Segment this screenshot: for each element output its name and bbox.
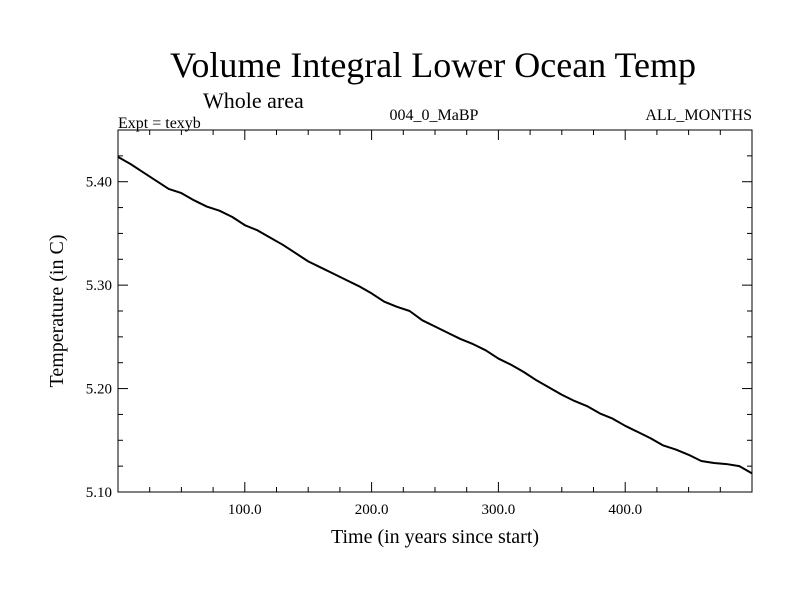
plot-frame bbox=[117, 129, 753, 493]
y-tick-label: 5.20 bbox=[86, 382, 112, 398]
x-tick-label: 400.0 bbox=[608, 502, 642, 518]
y-axis-ticks: 5.10 5.20 5.30 5.40 bbox=[86, 155, 752, 501]
chart-subtitle: Whole area bbox=[203, 88, 304, 113]
y-tick-label: 5.40 bbox=[86, 175, 112, 191]
x-tick-label: 200.0 bbox=[355, 502, 389, 518]
y-tick-label: 5.30 bbox=[86, 278, 112, 294]
y-tick-label: 5.10 bbox=[86, 485, 112, 501]
months-note: ALL_MONTHS bbox=[645, 107, 752, 124]
x-tick-label: 300.0 bbox=[482, 502, 516, 518]
x-axis-ticks: 100.0 200.0 300.0 400.0 bbox=[149, 130, 721, 518]
chart-title: Volume Integral Lower Ocean Temp bbox=[170, 45, 696, 85]
x-tick-label: 100.0 bbox=[228, 502, 262, 518]
series-line-1 bbox=[117, 156, 753, 475]
y-axis-label: Temperature (in C) bbox=[46, 235, 68, 388]
series-layer bbox=[117, 156, 753, 475]
x-axis-label: Time (in years since start) bbox=[331, 526, 539, 548]
run-id-note: 004_0_MaBP bbox=[390, 107, 479, 124]
experiment-note: Expt = texyb bbox=[118, 115, 201, 132]
